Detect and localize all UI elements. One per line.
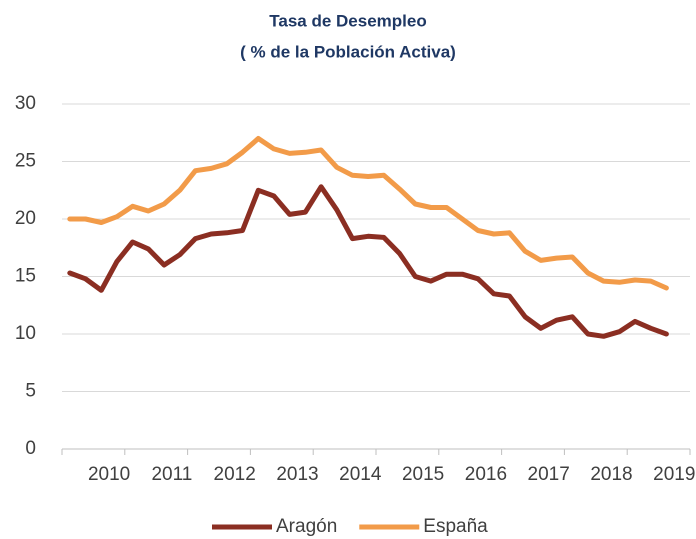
y-tick-label: 5 (25, 381, 36, 402)
series-line (67, 184, 669, 339)
x-tick-label: 2018 (590, 464, 632, 485)
x-tick-label: 2017 (528, 464, 570, 485)
x-tick-label: 2012 (214, 464, 256, 485)
x-tick-label: 2015 (402, 464, 444, 485)
x-tick-label: 2013 (276, 464, 318, 485)
y-tick-label: 20 (15, 208, 36, 229)
y-tick-label: 25 (15, 151, 36, 172)
x-tick-label: 2019 (653, 464, 695, 485)
legend-label: Aragón (276, 516, 337, 537)
series-line (67, 136, 669, 291)
x-tick-label: 2016 (465, 464, 507, 485)
chart-title: Tasa de Desempleo (269, 11, 426, 30)
y-tick-label: 30 (15, 93, 36, 114)
x-tick-label: 2011 (151, 464, 192, 485)
y-tick-label: 15 (15, 266, 36, 287)
y-tick-label: 10 (15, 323, 36, 344)
x-tick-label: 2010 (88, 464, 130, 485)
x-tick-label: 2014 (339, 464, 382, 485)
legend-label: España (423, 516, 488, 537)
chart-subtitle: ( % de la Población Activa) (240, 42, 456, 61)
y-tick-label: 0 (25, 438, 36, 459)
